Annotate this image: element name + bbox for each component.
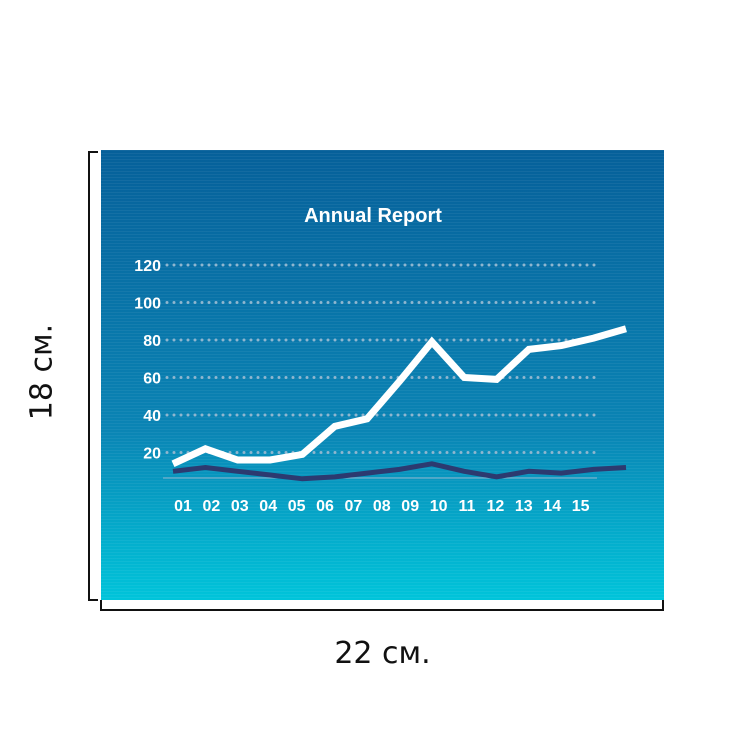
x-tick-label: 15 [572, 498, 590, 515]
grid-lines [165, 263, 599, 454]
x-tick-labels: 01 02 03 04 05 06 07 08 09 10 11 12 13 14 15 [174, 498, 589, 515]
x-tick-label: 06 [316, 498, 334, 515]
height-dimension-bracket [88, 151, 98, 601]
secondary-series-line [172, 461, 627, 482]
y-tick-label: 40 [143, 408, 161, 425]
width-dimension-bracket [100, 600, 664, 611]
y-tick-label: 100 [134, 296, 161, 313]
x-tick-label: 12 [487, 498, 505, 515]
y-tick-label: 120 [134, 258, 161, 275]
x-tick-label: 14 [543, 498, 561, 515]
x-tick-label: 03 [231, 498, 249, 515]
annual-report-banner: Annual Report 20 40 60 80 100 120 01 02 03 04 05 0… [101, 150, 664, 600]
y-tick-labels: 20 40 60 80 100 120 [134, 258, 161, 463]
x-tick-label: 13 [515, 498, 533, 515]
x-tick-label: 02 [203, 498, 221, 515]
y-tick-label: 80 [143, 333, 161, 350]
x-tick-label: 11 [459, 498, 476, 515]
width-dimension-label: 22 см. [334, 636, 431, 671]
x-tick-label: 05 [288, 498, 306, 515]
data-series [171, 325, 627, 482]
x-tick-label: 01 [174, 498, 192, 515]
x-tick-label: 10 [430, 498, 448, 515]
x-tick-label: 09 [401, 498, 419, 515]
height-dimension-label: 18 см. [24, 323, 60, 421]
chart-title: Annual Report [304, 205, 442, 227]
y-tick-label: 20 [143, 446, 161, 463]
x-tick-label: 07 [345, 498, 363, 515]
x-tick-label: 08 [373, 498, 391, 515]
y-tick-label: 60 [143, 371, 161, 388]
x-tick-label: 04 [259, 498, 277, 515]
primary-series-line [171, 325, 627, 467]
banner-texture [101, 150, 664, 600]
